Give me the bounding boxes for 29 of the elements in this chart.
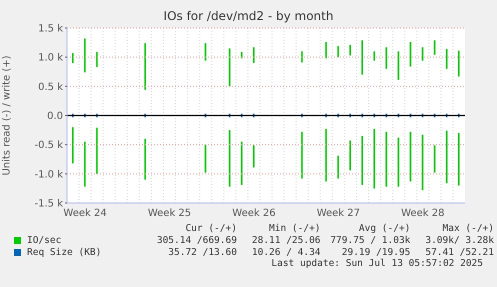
text: 29.19 /19.95 <box>340 246 410 258</box>
y-tick-label: 1.0 k <box>38 52 64 64</box>
x-tick-label: Week 25 <box>148 208 192 220</box>
y-tick-label: 0.0 <box>47 111 63 122</box>
x-tick-label: Week 24 <box>63 208 107 220</box>
text: Avg (-/+) <box>358 222 410 234</box>
x-tick-label: Week 27 <box>316 208 360 220</box>
x-tick-label: Week 28 <box>401 208 444 220</box>
y-tick-label: -1.5 k <box>34 198 64 210</box>
text: 28.11 /25.06 <box>250 234 321 246</box>
chart-title: IOs for /dev/md2 - by month <box>162 9 334 23</box>
text: Cur (-/+) <box>184 222 237 234</box>
text: 57.41 /52.21 <box>424 246 494 258</box>
text: 3.09k/ 3.28k <box>424 234 494 246</box>
y-axis-title: Units read (-) / write (+) <box>2 55 13 176</box>
y-tick-label: 1.5 k <box>38 24 64 35</box>
text: 10.26 / 4.34 <box>250 246 321 258</box>
text: 779.75 / 1.03k <box>329 234 410 246</box>
text: Last update: Sun Jul 13 05:57:02 2025 <box>270 258 483 269</box>
legend-label: Req Size (KB) <box>27 246 102 258</box>
y-tick-label: -1.0 k <box>34 169 64 180</box>
text: Min (-/+) <box>268 222 321 234</box>
text: Max (-/+) <box>442 222 494 234</box>
text: 305.14 /669.69 <box>156 234 237 246</box>
legend-label: IO/sec <box>27 234 62 246</box>
x-tick-label: Week 26 <box>232 208 276 220</box>
y-tick-label: 0.5 k <box>38 82 64 93</box>
text: 35.72 /13.60 <box>167 246 237 258</box>
y-tick-label: -0.5 k <box>34 140 64 152</box>
